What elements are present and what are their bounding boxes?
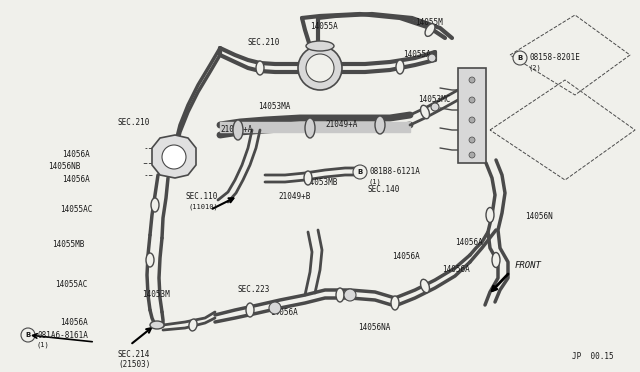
- Text: SEC.110: SEC.110: [185, 192, 218, 201]
- Ellipse shape: [246, 303, 254, 317]
- Text: 14053MA: 14053MA: [258, 102, 291, 111]
- Text: 21049+A: 21049+A: [325, 120, 357, 129]
- Text: SEC.140: SEC.140: [368, 185, 401, 194]
- Ellipse shape: [420, 105, 429, 119]
- Circle shape: [306, 54, 334, 82]
- Text: 14053MC: 14053MC: [418, 95, 451, 104]
- Text: FRONT: FRONT: [515, 260, 542, 269]
- Circle shape: [469, 77, 475, 83]
- Text: 14056A: 14056A: [392, 252, 420, 261]
- Circle shape: [469, 97, 475, 103]
- Ellipse shape: [425, 23, 435, 36]
- Ellipse shape: [306, 41, 334, 51]
- Polygon shape: [152, 135, 196, 178]
- Text: 14055AC: 14055AC: [60, 205, 92, 214]
- Text: SEC.223: SEC.223: [238, 285, 270, 294]
- Text: SEC.214
(21503): SEC.214 (21503): [118, 350, 150, 369]
- Ellipse shape: [336, 288, 344, 302]
- Circle shape: [162, 145, 186, 169]
- Ellipse shape: [151, 198, 159, 212]
- Text: B: B: [517, 55, 523, 61]
- Ellipse shape: [486, 208, 494, 222]
- Text: 14056A: 14056A: [455, 238, 483, 247]
- Circle shape: [21, 328, 35, 342]
- Text: 21049+B: 21049+B: [278, 192, 310, 201]
- Text: 14055A: 14055A: [403, 50, 431, 59]
- Text: 21049+A: 21049+A: [220, 125, 252, 134]
- Text: (1): (1): [369, 179, 381, 185]
- Circle shape: [469, 117, 475, 123]
- Text: 081A6-8161A: 081A6-8161A: [37, 330, 88, 340]
- Text: 081B8-6121A: 081B8-6121A: [369, 167, 420, 176]
- Circle shape: [344, 289, 356, 301]
- Text: 14056A: 14056A: [62, 175, 90, 184]
- Ellipse shape: [305, 118, 315, 138]
- Ellipse shape: [492, 253, 500, 267]
- Text: 14053M: 14053M: [142, 290, 170, 299]
- Text: SEC.210: SEC.210: [248, 38, 280, 47]
- Text: (1): (1): [37, 342, 50, 348]
- Text: 14055AC: 14055AC: [55, 280, 88, 289]
- Text: 14055MB: 14055MB: [52, 240, 84, 249]
- Text: 14056A: 14056A: [442, 265, 470, 274]
- Text: 14056NB: 14056NB: [48, 162, 81, 171]
- Circle shape: [298, 46, 342, 90]
- Text: 08158-8201E: 08158-8201E: [529, 54, 580, 62]
- Ellipse shape: [396, 60, 404, 74]
- Circle shape: [431, 103, 439, 111]
- Text: SEC.210: SEC.210: [118, 118, 150, 127]
- Text: B: B: [357, 169, 363, 175]
- Circle shape: [469, 152, 475, 158]
- Text: 14055M: 14055M: [415, 18, 443, 27]
- Text: 14056N: 14056N: [525, 212, 553, 221]
- Circle shape: [513, 51, 527, 65]
- Ellipse shape: [150, 321, 164, 329]
- Text: 14056A: 14056A: [60, 318, 88, 327]
- Circle shape: [469, 137, 475, 143]
- Circle shape: [353, 165, 367, 179]
- Text: 14053MB: 14053MB: [305, 178, 337, 187]
- Text: 14056A: 14056A: [270, 308, 298, 317]
- Ellipse shape: [146, 253, 154, 267]
- Ellipse shape: [391, 296, 399, 310]
- Text: 14056NA: 14056NA: [358, 323, 390, 332]
- Ellipse shape: [189, 319, 197, 331]
- Ellipse shape: [375, 116, 385, 134]
- Text: (11010): (11010): [188, 203, 218, 209]
- Ellipse shape: [256, 61, 264, 75]
- Ellipse shape: [304, 171, 312, 185]
- Text: 14056A: 14056A: [62, 150, 90, 159]
- Bar: [220, 122, 410, 132]
- Circle shape: [269, 302, 281, 314]
- Text: B: B: [26, 332, 31, 338]
- Ellipse shape: [420, 279, 429, 293]
- Text: (2): (2): [529, 65, 541, 71]
- Text: 14055A: 14055A: [310, 22, 338, 31]
- Ellipse shape: [233, 120, 243, 140]
- Text: JP  00.15: JP 00.15: [572, 352, 614, 361]
- Bar: [458, 68, 486, 163]
- Circle shape: [428, 54, 436, 62]
